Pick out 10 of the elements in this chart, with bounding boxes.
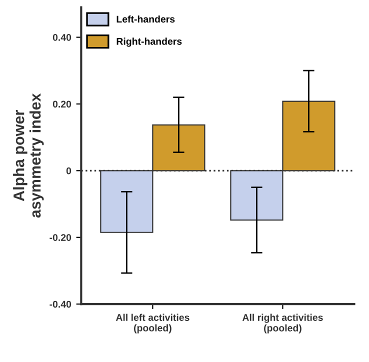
y-tick-label: 0.20 (52, 100, 72, 108)
y-tick-label: 0 (66, 167, 72, 174)
legend-label: Left-handers (116, 15, 175, 23)
legend-label: Right-handers (116, 38, 182, 47)
y-axis-title: Alpha power asymmetry index (13, 93, 44, 218)
y-tick-label: -0.20 (50, 234, 72, 241)
y-tick-label: 0.40 (52, 34, 72, 41)
x-tick-label: All right activities (pooled) (242, 314, 323, 334)
y-tick-label: -0.40 (50, 300, 72, 308)
x-tick-label: All left activities (pooled) (116, 314, 190, 334)
